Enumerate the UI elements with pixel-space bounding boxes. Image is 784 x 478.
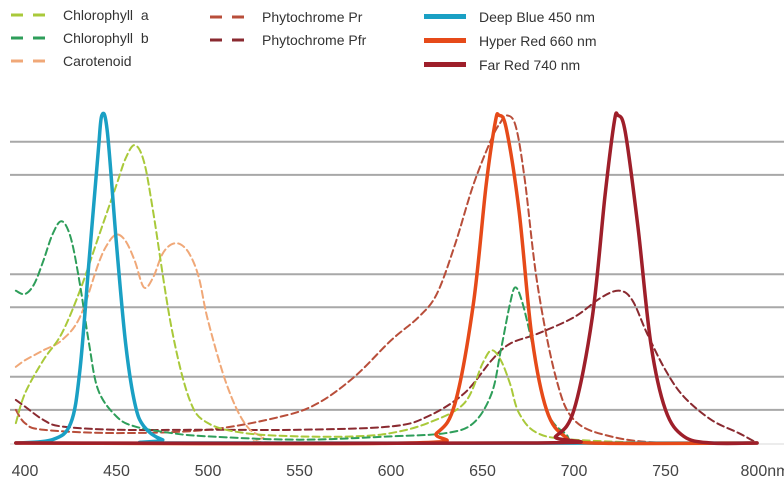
legend-swatch — [424, 62, 466, 67]
legend-item-carotenoid: Carotenoid — [11, 53, 132, 69]
x-tick-label: 800nm — [741, 463, 784, 478]
legend-swatch — [424, 14, 466, 19]
series-line-phytochrome-pr — [14, 114, 758, 445]
x-tick-label: 550 — [286, 463, 313, 478]
legend-item-deep-blue-450-nm: Deep Blue 450 nm — [424, 9, 595, 25]
legend-item-chlorophyll-b: Chlorophyll b — [11, 30, 149, 46]
x-tick-label: 450 — [103, 463, 130, 478]
legend-label: Carotenoid — [63, 53, 132, 69]
x-tick-label: 750 — [652, 463, 679, 478]
legend-item-far-red-740-nm: Far Red 740 nm — [424, 57, 580, 73]
x-tick-label: 600 — [378, 463, 405, 478]
legend-item-phytochrome-pfr: Phytochrome Pfr — [210, 32, 367, 48]
series-line-carotenoid — [14, 233, 758, 445]
legend-item-chlorophyll-a: Chlorophyll a — [11, 7, 149, 23]
series-line-hyper-red-660-nm — [14, 112, 759, 446]
legend-item-hyper-red-660-nm: Hyper Red 660 nm — [424, 33, 597, 49]
legend-label: Far Red 740 nm — [479, 57, 580, 73]
legend: Chlorophyll a Chlorophyll b Carotenoid Phyt… — [11, 7, 597, 73]
grid — [10, 140, 784, 445]
x-tick-label: 650 — [469, 463, 496, 478]
x-axis: 400 450 500 550 600 650 700 750 800nm — [12, 463, 784, 478]
series-line-phytochrome-pfr — [14, 289, 758, 444]
legend-label: Deep Blue 450 nm — [479, 9, 595, 25]
series-line-chlorophyll-a — [14, 144, 758, 445]
legend-label: Chlorophyll a — [63, 7, 149, 23]
x-tick-label: 400 — [12, 463, 39, 478]
legend-label: Phytochrome Pr — [262, 9, 363, 25]
legend-swatch — [424, 38, 466, 43]
legend-item-phytochrome-pr: Phytochrome Pr — [210, 9, 363, 25]
x-tick-label: 500 — [195, 463, 222, 478]
x-tick-label: 700 — [561, 463, 588, 478]
legend-label: Hyper Red 660 nm — [479, 33, 597, 49]
series-group — [14, 111, 759, 446]
legend-label: Chlorophyll b — [63, 30, 149, 46]
legend-label: Phytochrome Pfr — [262, 32, 367, 48]
series-line-far-red-740-nm — [14, 111, 759, 446]
series-line-deep-blue-450-nm — [14, 111, 759, 445]
